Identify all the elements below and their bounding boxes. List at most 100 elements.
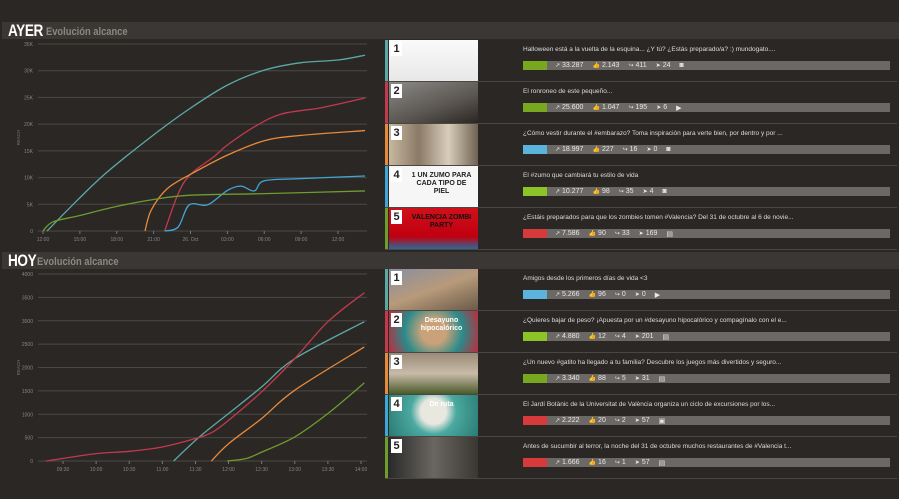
post-thumbnail[interactable]: 3 [389,124,478,165]
post-caption[interactable]: El ronroneo de este pequeño... [523,88,613,95]
section-title: HOY [8,251,37,270]
post-item[interactable]: 3 ¿Cómo vestir durante el #embarazo? Tom… [385,124,897,166]
post-caption[interactable]: El Jardí Botànic de la Universitat de Va… [523,401,776,408]
top-posts-ayer: 1 Halloween está a la vuelta de la esqui… [385,40,897,250]
likes-value: 20 [598,417,606,424]
reach-value: 2.222 [562,417,580,424]
post-caption[interactable]: Amigos desde los primeros días de vida <… [523,275,648,282]
post-caption[interactable]: ¿Estáis preparados para que los zombies … [523,214,794,221]
reach-icon: ↗ [555,292,561,298]
reach-chart-ayer: 0 5K 10K 15K 20K 25K 30K 35K REACH 12:00 15:00 18:0… [16,42,367,243]
post-stats-bar: ↗ 2.222 👍 20 ↪ 2 ➤ 57 ▣ [523,416,890,425]
section-header-hoy: HOY Evolución alcance [2,252,899,269]
post-caption[interactable]: Antes de sucumbir al terror, la noche de… [523,443,792,450]
post-item[interactable]: 5 Antes de sucumbir al terror, la noche … [385,437,897,479]
share-icon: ↪ [614,292,620,298]
post-thumbnail[interactable]: Desayuno hipocalórico 2 [389,311,478,352]
reach-icon: ↗ [555,63,561,69]
shares-value: 195 [635,104,648,111]
x-tick-label: 09:00 [295,237,308,243]
share-icon: ↪ [614,418,620,424]
post-item[interactable]: 1 Amigos desde los primeros días de vida… [385,269,897,311]
video-icon: ▶ [676,104,682,112]
x-tick-label: 15:00 [74,237,87,243]
x-tick-label: 12:00 [222,467,235,473]
post-thumbnail[interactable]: De ruta 4 [389,395,478,436]
post-caption[interactable]: El #zumo que cambiará tu estilo de vida [523,172,639,179]
post-color-stripe [385,208,388,249]
post-item[interactable]: 1 Halloween está a la vuelta de la esqui… [385,40,897,82]
video-icon: ▶ [654,291,661,299]
clicks-value: 6 [663,104,668,111]
section-title: AYER [8,21,43,40]
y-tick-label: 5K [27,202,34,208]
like-icon: 👍 [588,460,597,466]
y-tick-label: 35K [24,42,34,48]
like-icon: 👍 [588,292,597,298]
rank-badge: 5 [391,210,402,224]
image-icon: ▣ [658,417,666,425]
x-tick-label: 13:30 [322,467,335,473]
rank-badge: 4 [391,397,402,411]
click-icon: ➤ [634,292,640,298]
post-thumbnail[interactable]: VALENCIA ZOMBI PARTY 5 [389,208,478,249]
post-item[interactable]: 2 El ronroneo de este pequeño... ↗ 25.600… [385,82,897,124]
post-thumbnail[interactable]: 2 [389,82,478,123]
post-caption[interactable]: ¿Quieres bajar de peso? ¡Apuesta por un … [523,317,787,324]
x-tick-label: 12:30 [255,467,268,473]
like-icon: 👍 [588,231,597,237]
series-line-post-2 [45,292,365,462]
thumbnail-text: 1 UN ZUMO PARA CADA TIPO DE PIEL [411,172,472,195]
post-color-stripe [385,395,388,436]
post-item[interactable]: VALENCIA ZOMBI PARTY 5 ¿Estáis preparado… [385,208,897,250]
like-icon: 👍 [588,376,597,382]
share-icon: ↪ [614,334,620,340]
post-color-stripe [385,82,388,123]
shares-value: 411 [635,62,647,69]
performance-swatch [523,374,547,383]
x-tick-label: 21:00 [147,237,160,243]
post-item[interactable]: 3 ¿Un nuevo #gatito ha llegado a tu fami… [385,353,897,395]
performance-swatch [523,187,547,196]
rank-badge: 3 [391,355,402,369]
reach-icon: ↗ [555,105,561,111]
clicks-value: 24 [662,62,671,69]
like-icon: 👍 [592,63,600,69]
post-caption[interactable]: Halloween está a la vuelta de la esquina… [523,46,776,53]
performance-swatch [523,290,547,299]
rank-badge: 1 [391,271,402,285]
post-thumbnail[interactable]: 1 [389,269,478,310]
like-icon: 👍 [592,105,600,111]
shares-value: 33 [621,230,630,237]
post-thumbnail[interactable]: 1 UN ZUMO PARA CADA TIPO DE PIEL 4 [389,166,478,207]
post-caption[interactable]: ¿Un nuevo #gatito ha llegado a tu famili… [523,359,782,366]
reach-value: 10.277 [562,188,584,195]
post-color-stripe [385,353,388,394]
post-caption[interactable]: ¿Cómo vestir durante el #embarazo? Toma … [523,130,783,137]
click-icon: ➤ [646,147,652,153]
clicks-value: 4 [649,188,654,195]
post-thumbnail[interactable]: 1 [389,40,478,81]
click-icon: ➤ [655,63,661,69]
likes-value: 96 [598,291,606,298]
reach-icon: ↗ [555,147,561,153]
post-stats-bar: ↗ 4.880 👍 12 ↪ 4 ➤ 201 ▤ [523,332,890,341]
y-tick-label: 2500 [22,342,33,348]
post-item[interactable]: De ruta 4 El Jardí Botànic de la Univers… [385,395,897,437]
post-stats-bar: ↗ 25.600 👍 1.047 ↪ 195 ➤ 6 ▶ [523,103,890,112]
y-tick-label: 20K [24,122,34,128]
post-thumbnail[interactable]: 5 [389,437,478,478]
share-icon: ↪ [628,63,634,69]
post-item[interactable]: 1 UN ZUMO PARA CADA TIPO DE PIEL 4 El #z… [385,166,897,208]
post-item[interactable]: Desayuno hipocalórico 2 ¿Quieres bajar d… [385,311,897,353]
y-tick-label: 3500 [22,295,33,301]
performance-swatch [523,332,547,341]
shares-value: 0 [621,291,626,298]
share-icon: ↪ [622,147,628,153]
x-tick-label: 12:00 [37,237,50,243]
series-line-post-4 [164,175,366,232]
document-icon: ▤ [662,333,670,341]
performance-swatch [523,103,547,112]
post-thumbnail[interactable]: 3 [389,353,478,394]
y-tick-label: 4000 [22,272,33,278]
